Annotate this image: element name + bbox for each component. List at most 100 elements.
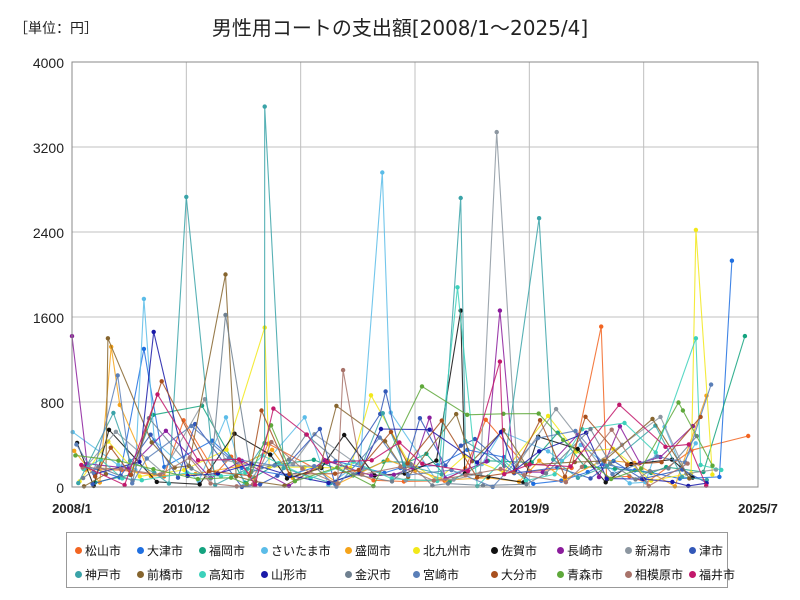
data-point bbox=[218, 474, 224, 479]
line-chart: 0 800 1600 2400 3200 4000 2008/1 2010/12 2013/11… bbox=[33, 55, 778, 516]
data-point bbox=[380, 411, 385, 416]
data-point bbox=[197, 482, 202, 487]
series-13 bbox=[81, 285, 724, 489]
legend-marker bbox=[413, 547, 420, 554]
data-point bbox=[275, 473, 280, 478]
legend-marker bbox=[345, 571, 352, 578]
data-point bbox=[182, 467, 187, 473]
data-point bbox=[596, 474, 602, 480]
data-point bbox=[729, 258, 735, 263]
data-point bbox=[622, 420, 627, 426]
data-point bbox=[80, 475, 86, 481]
data-point bbox=[439, 418, 444, 423]
data-point bbox=[144, 456, 149, 461]
legend-marker bbox=[557, 547, 564, 554]
data-point bbox=[575, 446, 580, 452]
data-point bbox=[579, 464, 585, 470]
data-point bbox=[151, 467, 156, 472]
legend-label: 福岡市 bbox=[209, 544, 246, 558]
data-point bbox=[693, 336, 699, 341]
data-point bbox=[269, 439, 274, 445]
data-point bbox=[326, 480, 331, 486]
legend-item: 松山市 bbox=[75, 542, 121, 559]
data-point bbox=[262, 104, 267, 109]
data-point bbox=[742, 333, 748, 339]
legend-label: 相模原市 bbox=[635, 568, 684, 582]
series-line bbox=[79, 229, 713, 482]
data-point bbox=[79, 462, 84, 468]
data-point bbox=[90, 481, 95, 487]
legend-item: 金沢市 bbox=[345, 566, 391, 583]
data-point bbox=[311, 457, 316, 462]
data-point bbox=[151, 329, 156, 335]
legend-marker bbox=[625, 547, 632, 554]
data-point bbox=[552, 472, 557, 477]
data-point bbox=[610, 471, 615, 477]
data-point bbox=[672, 484, 678, 489]
data-point bbox=[74, 442, 79, 447]
data-point bbox=[189, 466, 194, 471]
data-point bbox=[475, 460, 480, 465]
data-point bbox=[398, 464, 403, 469]
data-point bbox=[332, 471, 338, 476]
series-17 bbox=[93, 379, 703, 480]
legend-marker bbox=[137, 547, 144, 554]
data-point bbox=[502, 472, 507, 477]
legend-label: 長崎市 bbox=[567, 544, 604, 558]
data-point bbox=[317, 426, 323, 432]
series-line bbox=[73, 346, 708, 488]
legend-item: 相模原市 bbox=[625, 566, 683, 583]
data-point bbox=[103, 471, 109, 477]
data-point bbox=[234, 474, 239, 479]
data-point bbox=[253, 482, 258, 488]
data-point bbox=[378, 426, 384, 432]
data-point bbox=[653, 450, 658, 455]
data-point bbox=[371, 483, 376, 489]
data-point bbox=[72, 448, 77, 453]
data-point bbox=[206, 468, 212, 474]
series-line bbox=[82, 370, 688, 487]
data-point bbox=[184, 194, 189, 200]
data-point bbox=[417, 416, 423, 421]
legend-label: 大津市 bbox=[147, 544, 184, 558]
legend-item: 神戸市 bbox=[75, 566, 121, 583]
x-tick-label: 2025/7 bbox=[738, 501, 778, 516]
legend-marker bbox=[689, 571, 696, 578]
data-point bbox=[122, 482, 127, 488]
data-point bbox=[281, 465, 286, 471]
data-point bbox=[710, 463, 715, 468]
data-point bbox=[141, 346, 147, 352]
legend-marker bbox=[261, 571, 268, 578]
data-point bbox=[377, 435, 382, 440]
data-point bbox=[371, 478, 376, 483]
data-point bbox=[111, 410, 116, 416]
legend-label: 青森市 bbox=[567, 568, 604, 582]
legend-item: 大津市 bbox=[137, 542, 183, 559]
data-point bbox=[465, 468, 471, 474]
data-point bbox=[402, 462, 407, 468]
legend-item: さいたま市 bbox=[261, 542, 331, 559]
data-point bbox=[334, 403, 339, 409]
data-point bbox=[369, 458, 374, 463]
data-point bbox=[292, 479, 298, 484]
legend-label: さいたま市 bbox=[271, 544, 331, 558]
legend-label: 新潟市 bbox=[635, 544, 672, 558]
data-point bbox=[340, 367, 346, 373]
series-line bbox=[85, 260, 733, 485]
data-point bbox=[318, 464, 323, 470]
data-point bbox=[498, 466, 503, 472]
data-point bbox=[76, 480, 81, 486]
data-point bbox=[666, 466, 671, 471]
data-point bbox=[561, 437, 566, 443]
data-point bbox=[698, 462, 703, 468]
data-point bbox=[617, 402, 622, 407]
data-point bbox=[568, 464, 573, 469]
data-point bbox=[368, 393, 374, 398]
data-point bbox=[420, 461, 425, 466]
series-18 bbox=[73, 384, 715, 489]
data-point bbox=[223, 415, 229, 420]
data-point bbox=[302, 415, 307, 420]
data-point bbox=[551, 457, 556, 462]
legend-item: 新潟市 bbox=[625, 542, 671, 559]
data-point bbox=[603, 480, 608, 485]
